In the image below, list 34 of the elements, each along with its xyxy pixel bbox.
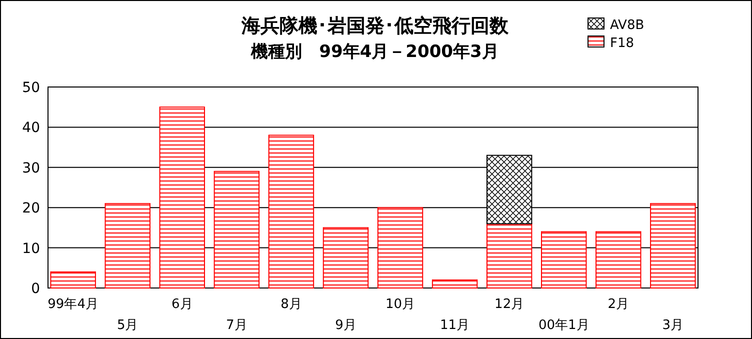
y-tick-label: 0 xyxy=(31,281,40,297)
y-tick-label: 10 xyxy=(22,240,40,257)
bar xyxy=(104,203,150,288)
bar xyxy=(377,207,424,288)
bar xyxy=(159,106,205,288)
bar xyxy=(486,223,532,288)
bar xyxy=(50,271,96,288)
x-tick-label: 8月 xyxy=(280,297,302,312)
chart-title: 海兵隊機･岩国発･低空飛行回数 xyxy=(240,15,510,37)
bar xyxy=(541,231,587,288)
y-tick-label: 20 xyxy=(22,200,40,217)
bar xyxy=(432,279,478,288)
x-tick-label: 10月 xyxy=(385,297,416,312)
chart-subtitle: 機種別 99年4月－2000年3月 xyxy=(250,42,499,62)
bar xyxy=(268,134,314,288)
y-tick-label: 40 xyxy=(22,120,40,136)
x-tick-label: 11月 xyxy=(440,318,470,333)
bar xyxy=(214,170,260,288)
legend-label: F18 xyxy=(610,36,634,51)
x-tick-label: 2月 xyxy=(608,297,630,312)
x-tick-label: 12月 xyxy=(494,297,524,312)
x-tick-label: 7月 xyxy=(226,318,248,333)
x-tick-label: 9月 xyxy=(335,318,356,333)
y-tick-label: 50 xyxy=(22,80,40,96)
x-tick-label: 6月 xyxy=(172,297,193,312)
x-tick-label: 00年1月 xyxy=(538,318,590,333)
y-tick-label: 30 xyxy=(22,160,40,176)
x-tick-label: 5月 xyxy=(116,318,138,333)
x-tick-label: 3月 xyxy=(662,318,684,333)
bar xyxy=(650,203,696,288)
x-tick-label: 99年4月 xyxy=(48,297,98,312)
bar xyxy=(322,227,369,288)
bar xyxy=(596,231,642,288)
legend-label: AV8B xyxy=(610,18,644,33)
